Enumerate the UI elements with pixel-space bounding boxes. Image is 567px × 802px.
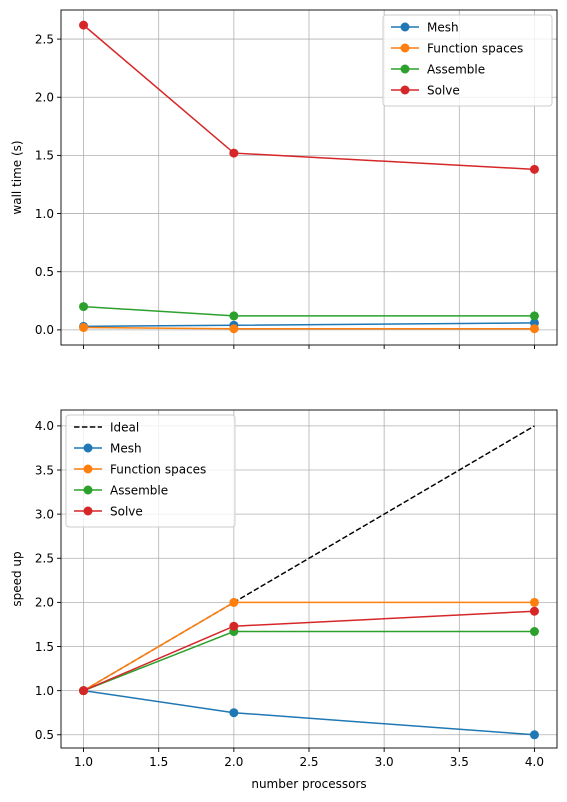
y-tick-label: 0.5 (35, 728, 54, 742)
legend-label: Ideal (110, 420, 139, 434)
y-tick-label: 2.5 (35, 32, 54, 46)
y-tick-label: 4.0 (35, 419, 54, 433)
legend-marker (83, 443, 93, 453)
data-point-function-spaces (229, 597, 239, 607)
data-point-solve (79, 20, 89, 30)
data-point-mesh (229, 708, 239, 718)
x-tick-label: 2.5 (299, 755, 318, 769)
legend-marker (400, 85, 410, 95)
x-tick-label: 2.0 (224, 755, 243, 769)
data-point-assemble (229, 311, 239, 321)
legend-label: Function spaces (110, 462, 206, 476)
data-point-solve (529, 164, 539, 174)
data-point-solve (529, 606, 539, 616)
y-tick-label: 0.0 (35, 323, 54, 337)
legend-box (382, 14, 553, 107)
x-tick-label: 1.5 (149, 755, 168, 769)
y-axis-label: wall time (s) (10, 140, 24, 214)
legend: Ideal Mesh Function spaces Assemble Solve (65, 414, 236, 528)
legend-label: Assemble (427, 62, 485, 76)
legend-marker (83, 464, 93, 474)
legend-marker (400, 43, 410, 53)
data-point-function-spaces (529, 597, 539, 607)
data-point-assemble (79, 302, 89, 312)
x-tick-label: 3.0 (375, 755, 394, 769)
data-point-assemble (529, 627, 539, 637)
data-point-function-spaces (229, 324, 239, 334)
data-point-solve (229, 148, 239, 158)
y-tick-label: 2.0 (35, 91, 54, 105)
data-point-solve (79, 686, 89, 696)
data-point-solve (229, 621, 239, 631)
chart-0: 0.0 0.5 1.0 1.5 2.0 2.5 wall time (s) Mesh Funct… (10, 9, 558, 349)
y-tick-label: 1.0 (35, 684, 54, 698)
y-tick-label: 1.5 (35, 149, 54, 163)
y-tick-label: 3.5 (35, 463, 54, 477)
legend-marker (83, 485, 93, 495)
legend-label: Solve (427, 83, 460, 97)
legend-label: Solve (110, 504, 143, 518)
y-tick-label: 0.5 (35, 265, 54, 279)
y-tick-label: 2.0 (35, 596, 54, 610)
legend-marker (83, 506, 93, 516)
x-tick-label: 3.5 (450, 755, 469, 769)
legend-marker (400, 22, 410, 32)
legend-label: Function spaces (427, 41, 523, 55)
legend-marker (400, 64, 410, 74)
y-tick-label: 3.0 (35, 507, 54, 521)
data-point-mesh (529, 730, 539, 740)
legend-box (65, 414, 236, 528)
legend-label: Mesh (427, 20, 459, 34)
x-tick-label: 1.0 (74, 755, 93, 769)
data-point-assemble (529, 311, 539, 321)
legend-label: Assemble (110, 483, 168, 497)
y-tick-label: 2.5 (35, 552, 54, 566)
y-tick-label: 1.5 (35, 640, 54, 654)
x-tick-label: 4.0 (525, 755, 544, 769)
data-point-function-spaces (79, 323, 89, 333)
y-tick-label: 1.0 (35, 207, 54, 221)
y-axis-label: speed up (10, 551, 24, 606)
legend-label: Mesh (110, 441, 142, 455)
legend: Mesh Function spaces Assemble Solve (382, 14, 553, 107)
x-axis-label: number processors (251, 777, 366, 791)
chart-1: 1.0 1.5 2.0 2.5 3.0 3.5 4.0 0.5 1.0 1.5 2.0 2.5 3.0 3… (10, 409, 558, 791)
data-point-function-spaces (529, 324, 539, 334)
